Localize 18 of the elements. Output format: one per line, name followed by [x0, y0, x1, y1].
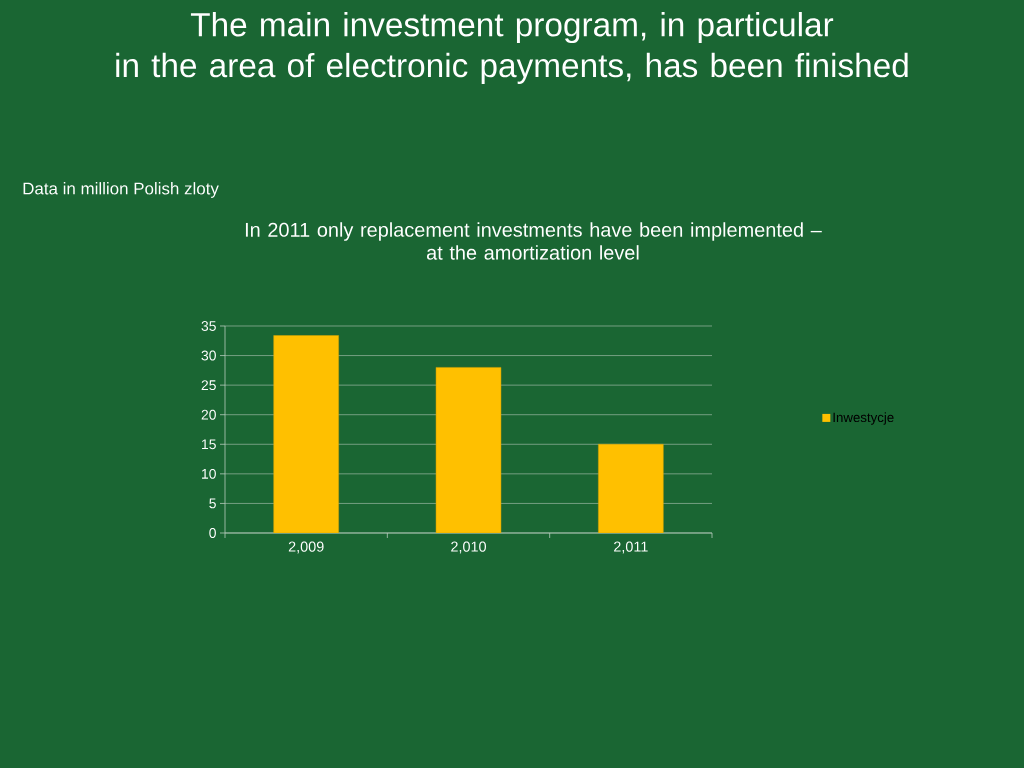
- x-tick-label: 2,011: [614, 541, 648, 554]
- bar: [273, 335, 339, 533]
- bar: [435, 367, 502, 533]
- chart-subtitle: In 2011 only replacement investments have been implemented – at the amortization level: [245, 222, 822, 260]
- y-tick-label: 10: [202, 468, 216, 479]
- y-tick-label: 25: [201, 380, 216, 391]
- text: Data in million Polish zloty: [23, 182, 219, 198]
- x-tick-label: 2,009: [288, 541, 324, 554]
- x-tick-label: 2,010: [451, 541, 487, 554]
- chart-title: The main investment program, in particular in the area of electronic payments, has been finished: [116, 12, 908, 84]
- y-tick-label: 5: [209, 498, 216, 509]
- y-tick-label: 30: [201, 350, 216, 361]
- y-tick-label: 15: [202, 439, 216, 450]
- y-tick-label: 0: [209, 528, 216, 538]
- legend-label: Inwestycje: [833, 412, 894, 425]
- y-tick-label: 20: [201, 409, 216, 420]
- bar: [598, 444, 664, 533]
- y-tick-label: 35: [201, 321, 216, 331]
